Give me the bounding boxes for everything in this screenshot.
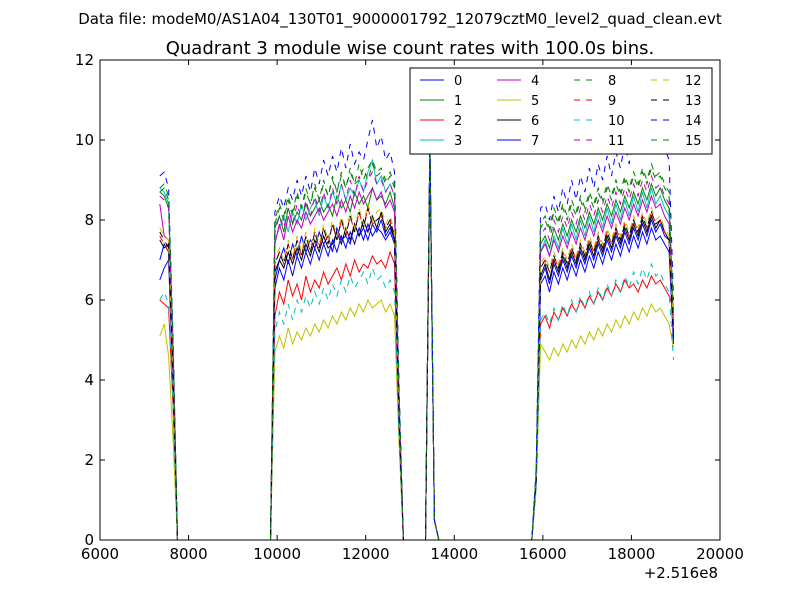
chart-title: Quadrant 3 module wise count rates with … [166,38,655,59]
legend-label-11: 11 [608,134,625,149]
x-tick-label-4: 14000 [430,545,478,563]
series-layer [159,111,674,540]
x-tick-label-6: 18000 [608,545,656,563]
x-tick-label-2: 10000 [253,545,301,563]
x-tick-label-0: 6000 [81,545,119,563]
legend-label-13: 13 [685,94,702,109]
x-tick-label-5: 16000 [519,545,567,563]
y-tick-label-6: 12 [75,51,94,69]
y-tick-label-1: 2 [84,451,94,469]
legend-label-1: 1 [454,94,462,109]
legend-label-0: 0 [454,74,462,89]
series-line-2 [159,151,674,540]
series-line-4 [159,147,674,540]
legend-label-14: 14 [685,114,702,129]
series-line-3 [159,139,674,540]
series-line-11 [159,143,674,540]
legend-label-4: 4 [531,74,539,89]
series-line-0 [159,147,674,540]
chart-suptitle: Data file: modeM0/AS1A04_130T01_90000017… [78,10,722,29]
y-tick-label-0: 0 [84,531,94,549]
y-tick-label-2: 4 [84,371,94,389]
legend-label-15: 15 [685,134,702,149]
legend-label-3: 3 [454,134,462,149]
y-tick-label-3: 6 [84,291,94,309]
legend-label-12: 12 [685,74,702,89]
y-tick-label-4: 8 [84,211,94,229]
series-line-5 [159,155,674,540]
series-line-7 [159,151,674,540]
series-line-6 [159,147,674,540]
series-line-8 [159,139,674,540]
legend-label-5: 5 [531,94,539,109]
series-line-13 [159,147,674,540]
legend-label-6: 6 [531,114,539,129]
legend-label-10: 10 [608,114,625,129]
series-line-9 [159,147,674,540]
legend-label-7: 7 [531,134,539,149]
x-offset-label: +2.516e8 [644,564,718,582]
legend-label-8: 8 [608,74,616,89]
ticks-layer: 6000 8000 10000 12000 14000 16000 18000 20000 0 2… [75,51,744,563]
y-tick-label-5: 10 [75,131,94,149]
legend-box [409,67,713,155]
x-tick-label-3: 12000 [342,545,390,563]
legend-label-9: 9 [608,94,616,109]
x-tick-label-7: 20000 [696,545,744,563]
legend-label-2: 2 [454,114,462,129]
x-tick-label-1: 8000 [169,545,207,563]
